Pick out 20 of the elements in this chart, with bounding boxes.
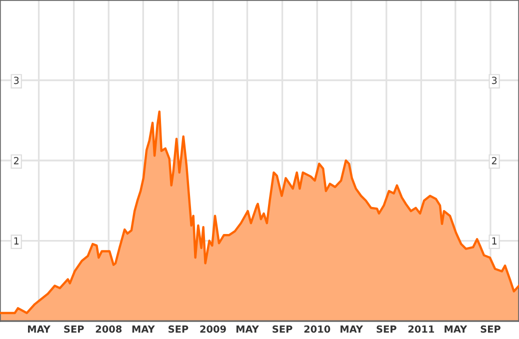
x-tick-label: SEP: [376, 325, 396, 333]
y2-tick-label: 3: [492, 76, 497, 84]
x-tick-label: MAY: [236, 326, 259, 333]
x-tick-label: SEP: [64, 325, 84, 333]
x-tick-label: 2010: [304, 325, 330, 333]
x-tick-label: 2008: [96, 325, 122, 333]
y-tick-label: 2: [14, 156, 18, 164]
y-tick-label: 3: [14, 76, 19, 84]
x-tick-label: SEP: [272, 325, 292, 333]
x-tick-label: MAY: [132, 326, 155, 333]
y2-tick-label: 2: [492, 156, 496, 164]
x-tick-label: MAY: [444, 326, 468, 333]
y2-tick-label: 1: [492, 237, 497, 244]
x-tick-label: MAY: [28, 326, 51, 333]
x-tick-label: MAY: [340, 326, 364, 333]
x-tick-label: SEP: [480, 325, 500, 333]
x-tick-label: 2009: [200, 325, 226, 333]
x-tick-label: 2011: [408, 325, 434, 333]
x-tick-label: SEP: [168, 325, 188, 333]
y-tick-label: 1: [14, 237, 19, 244]
